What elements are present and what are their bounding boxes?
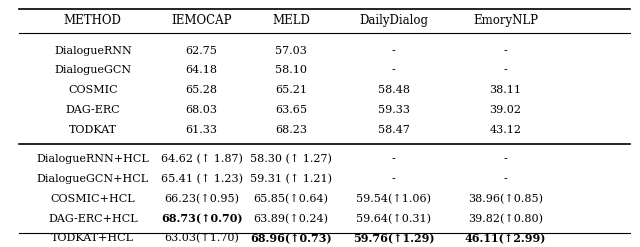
Text: 66.23(↑0.95): 66.23(↑0.95) <box>164 194 239 204</box>
Text: -: - <box>392 65 396 75</box>
Text: IEMOCAP: IEMOCAP <box>172 15 232 27</box>
Text: -: - <box>392 46 396 56</box>
Text: DAG-ERC+HCL: DAG-ERC+HCL <box>48 214 138 224</box>
Text: 38.11: 38.11 <box>490 85 522 95</box>
Text: DialogueRNN+HCL: DialogueRNN+HCL <box>36 154 149 164</box>
Text: 68.96(↑0.73): 68.96(↑0.73) <box>250 233 332 244</box>
Text: 65.21: 65.21 <box>275 85 307 95</box>
Text: 59.76(↑1.29): 59.76(↑1.29) <box>353 233 435 244</box>
Text: DialogueGCN: DialogueGCN <box>54 65 131 75</box>
Text: 58.48: 58.48 <box>378 85 410 95</box>
Text: -: - <box>504 154 508 164</box>
Text: DialogueRNN: DialogueRNN <box>54 46 132 56</box>
Text: -: - <box>392 174 396 184</box>
Text: 68.73(↑0.70): 68.73(↑0.70) <box>161 213 243 224</box>
Text: 62.75: 62.75 <box>186 46 218 56</box>
Text: 39.02: 39.02 <box>490 105 522 115</box>
Text: 65.41 (↑ 1.23): 65.41 (↑ 1.23) <box>161 174 243 184</box>
Text: -: - <box>504 174 508 184</box>
Text: 65.28: 65.28 <box>186 85 218 95</box>
Text: 68.03: 68.03 <box>186 105 218 115</box>
Text: 63.65: 63.65 <box>275 105 307 115</box>
Text: TODKAT+HCL: TODKAT+HCL <box>51 233 134 243</box>
Text: DialogueGCN+HCL: DialogueGCN+HCL <box>36 174 149 184</box>
Text: EmoryNLP: EmoryNLP <box>473 15 538 27</box>
Text: 59.64(↑0.31): 59.64(↑0.31) <box>356 213 431 224</box>
Text: COSMIC: COSMIC <box>68 85 118 95</box>
Text: 43.12: 43.12 <box>490 125 522 135</box>
Text: METHOD: METHOD <box>64 15 122 27</box>
Text: 61.33: 61.33 <box>186 125 218 135</box>
Text: -: - <box>504 46 508 56</box>
Text: TODKAT: TODKAT <box>69 125 116 135</box>
Text: 58.30 (↑ 1.27): 58.30 (↑ 1.27) <box>250 154 332 165</box>
Text: 63.89(↑0.24): 63.89(↑0.24) <box>253 213 329 224</box>
Text: 58.47: 58.47 <box>378 125 410 135</box>
Text: 64.18: 64.18 <box>186 65 218 75</box>
Text: COSMIC+HCL: COSMIC+HCL <box>51 194 135 204</box>
Text: 59.31 (↑ 1.21): 59.31 (↑ 1.21) <box>250 174 332 184</box>
Text: 64.62 (↑ 1.87): 64.62 (↑ 1.87) <box>161 154 243 165</box>
Text: 57.03: 57.03 <box>275 46 307 56</box>
Text: 63.03(↑1.70): 63.03(↑1.70) <box>164 233 239 244</box>
Text: 59.33: 59.33 <box>378 105 410 115</box>
Text: DailyDialog: DailyDialog <box>359 15 428 27</box>
Text: 65.85(↑0.64): 65.85(↑0.64) <box>253 194 329 204</box>
Text: 46.11(↑2.99): 46.11(↑2.99) <box>465 233 547 244</box>
Text: 58.10: 58.10 <box>275 65 307 75</box>
Text: -: - <box>392 154 396 164</box>
Text: 68.23: 68.23 <box>275 125 307 135</box>
Text: MELD: MELD <box>272 15 310 27</box>
Text: -: - <box>504 65 508 75</box>
Text: 38.96(↑0.85): 38.96(↑0.85) <box>468 194 543 204</box>
Text: 39.82(↑0.80): 39.82(↑0.80) <box>468 213 543 224</box>
Text: 59.54(↑1.06): 59.54(↑1.06) <box>356 194 431 204</box>
Text: DAG-ERC: DAG-ERC <box>65 105 120 115</box>
